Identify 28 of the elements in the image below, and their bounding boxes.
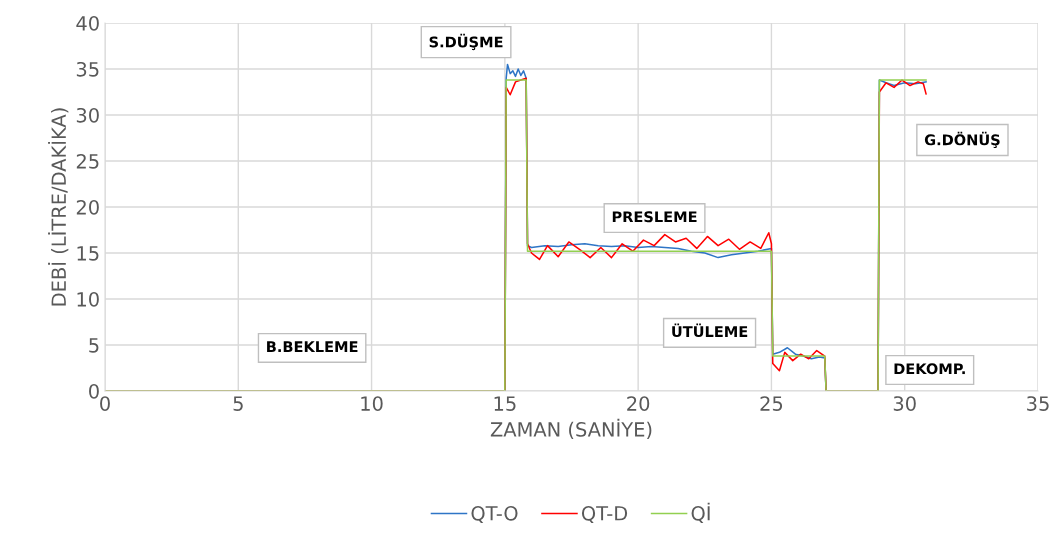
legend-label: QT-O (471, 505, 518, 523)
annotation: B.BEKLEME (267, 341, 358, 352)
y-tick-label: 35 (76, 61, 99, 77)
x-tick-label: 0 (100, 396, 110, 411)
x-tick-label: 15 (494, 396, 516, 411)
annotation: ÜTÜLEME (672, 323, 748, 338)
x-axis-title: ZAMAN (SANİYE) (490, 418, 652, 440)
annotation: G.DÖNÜŞ (924, 131, 1000, 149)
x-tick-label: 25 (760, 396, 783, 411)
x-tick-label: 20 (627, 396, 650, 411)
y-tick-label: 30 (76, 107, 99, 123)
x-tick-label: 10 (361, 396, 383, 411)
y-tick-label: 15 (77, 246, 99, 261)
y-tick-label: 0 (89, 383, 99, 399)
y-tick-label: 5 (89, 338, 99, 353)
y-tick-label: 10 (77, 291, 99, 307)
annotation: DEKOMP. (894, 363, 965, 375)
x-tick-label: 5 (233, 396, 243, 411)
x-tick-label: 30 (893, 396, 916, 411)
y-tick-label: 20 (76, 199, 99, 215)
x-tick-label: 35 (1027, 396, 1049, 411)
legend-label: Qİ (691, 502, 710, 523)
y-axis-title: DEBİ (LİTRE/DAKİKA) (48, 108, 69, 306)
y-tick-label: 25 (76, 153, 99, 169)
legend-label: QT-D (581, 505, 628, 523)
annotation: S.DÜŞME (429, 33, 503, 51)
y-tick-label: 40 (76, 15, 99, 31)
annotation: PRESLEME (612, 211, 697, 223)
